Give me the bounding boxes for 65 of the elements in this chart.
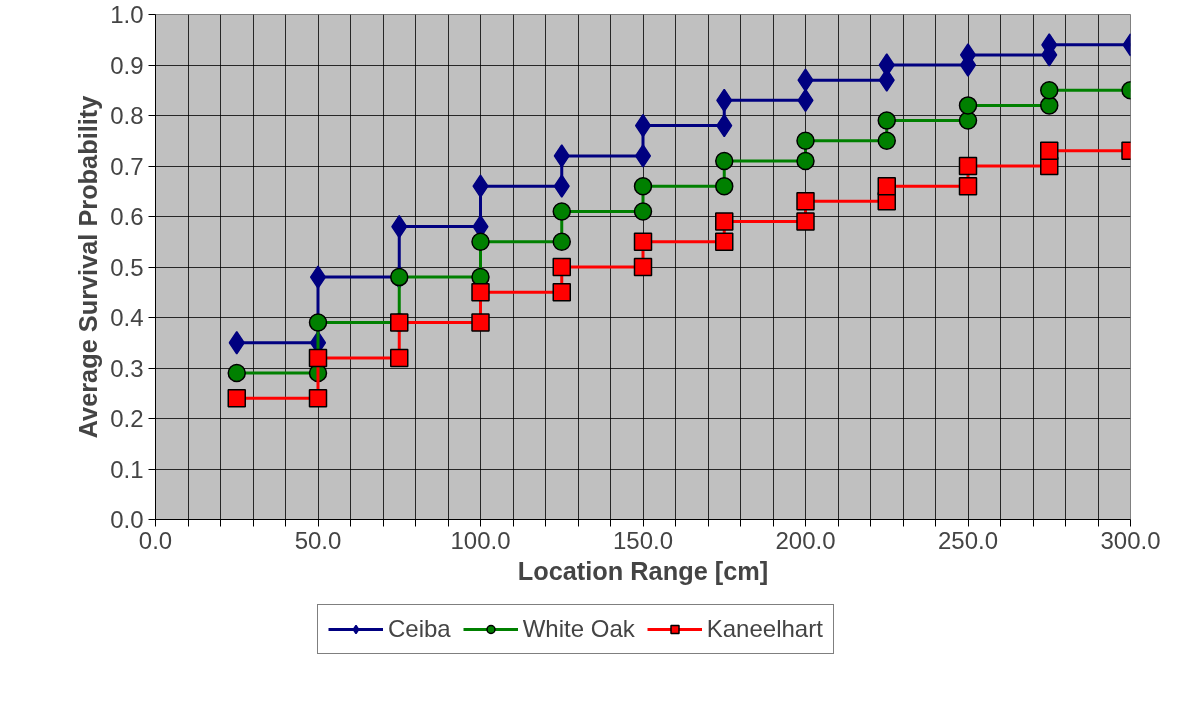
point <box>553 174 570 198</box>
point <box>633 176 653 196</box>
legend-label: White Oak <box>522 615 635 643</box>
point <box>958 96 978 115</box>
point <box>553 144 570 168</box>
point <box>958 176 978 196</box>
point <box>715 232 734 251</box>
x-tick-label: 300.0 <box>1100 526 1161 554</box>
point <box>633 202 653 221</box>
y-tick-label: 0.1 <box>110 455 144 483</box>
y-tick-label: 0.9 <box>110 51 144 79</box>
point <box>958 111 978 130</box>
point <box>796 192 815 211</box>
point <box>552 283 571 302</box>
point <box>308 313 328 332</box>
point <box>877 176 896 196</box>
point <box>309 265 327 289</box>
legend-label: Kaneelhart <box>706 615 823 643</box>
point <box>634 113 652 138</box>
y-tick-label: 0.8 <box>110 102 144 129</box>
point <box>796 151 815 171</box>
point <box>390 348 409 368</box>
x-tick-label: 50.0 <box>294 526 342 554</box>
point <box>797 68 814 92</box>
point <box>227 389 246 408</box>
point <box>552 257 571 277</box>
point <box>715 212 734 231</box>
y-tick-label: 0.5 <box>110 253 144 281</box>
y-axis-title: Average Survival Probability <box>74 95 103 439</box>
point <box>715 151 734 171</box>
point <box>958 156 978 176</box>
point <box>1040 96 1059 115</box>
point <box>877 131 896 150</box>
y-tick-label: 0.0 <box>110 506 144 533</box>
x-tick-label: 150.0 <box>612 526 674 554</box>
x-tick-label: 250.0 <box>937 526 999 554</box>
x-axis-title: Location Range [cm] <box>517 556 769 585</box>
point <box>471 232 490 251</box>
point <box>228 331 245 355</box>
point <box>796 212 815 231</box>
point <box>877 111 896 130</box>
x-tick-label: 100.0 <box>450 526 511 554</box>
point <box>633 257 653 277</box>
point <box>552 202 571 221</box>
point <box>471 313 490 332</box>
point <box>633 232 653 251</box>
y-tick-label: 0.7 <box>110 152 144 180</box>
point <box>715 176 734 196</box>
point <box>471 283 490 302</box>
legend-label: Ceiba <box>388 615 451 643</box>
y-tick-label: 0.2 <box>110 405 144 432</box>
y-tick-label: 1.0 <box>110 1 144 28</box>
point <box>552 232 571 251</box>
point <box>308 389 328 408</box>
point <box>1040 81 1059 100</box>
y-tick-label: 0.3 <box>110 354 144 382</box>
point <box>1040 141 1059 161</box>
point <box>227 363 246 383</box>
y-tick-label: 0.4 <box>110 304 144 331</box>
point <box>634 144 652 168</box>
y-tick-label: 0.6 <box>110 203 144 230</box>
point <box>472 174 489 198</box>
point <box>796 131 815 150</box>
point <box>308 348 328 368</box>
x-tick-label: 200.0 <box>775 526 836 554</box>
